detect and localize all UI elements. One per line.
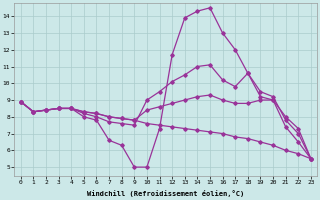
X-axis label: Windchill (Refroidissement éolien,°C): Windchill (Refroidissement éolien,°C) xyxy=(87,190,244,197)
